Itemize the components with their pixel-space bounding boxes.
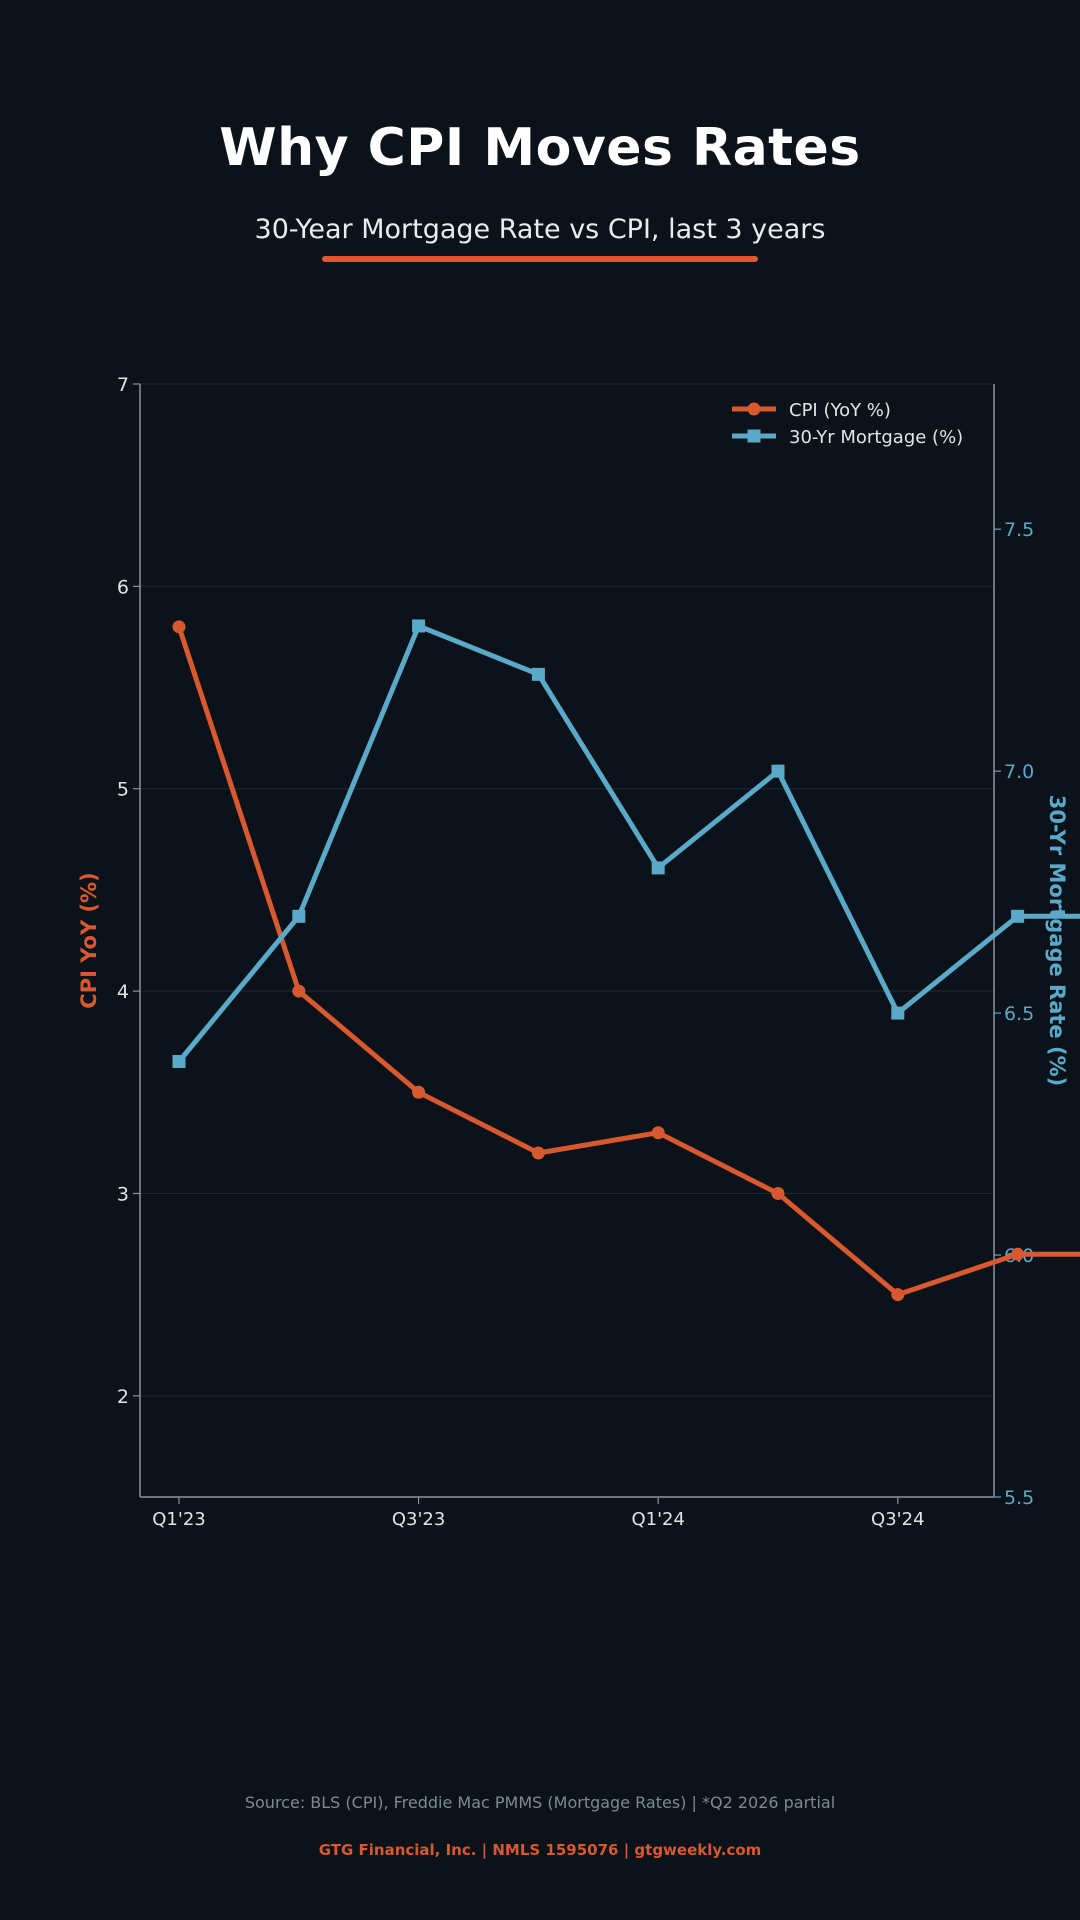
brand-footer: GTG Financial, Inc. | NMLS 1595076 | gtg… xyxy=(318,1841,762,1859)
x-tick-label: Q3'24 xyxy=(871,1509,924,1530)
chart-subtitle: 30-Year Mortgage Rate vs CPI, last 3 yea… xyxy=(254,214,826,245)
mortgage-point xyxy=(292,909,306,923)
legend-cpi-label: CPI (YoY %) xyxy=(789,400,891,421)
x-tick-label: Q1'23 xyxy=(152,1509,205,1530)
mortgage-line xyxy=(176,623,1080,1064)
legend-mortgage-marker xyxy=(747,429,761,443)
cpi-point xyxy=(1011,1247,1025,1261)
mortgage-point xyxy=(412,619,426,633)
source-note: Source: BLS (CPI), Freddie Mac PMMS (Mor… xyxy=(244,1793,836,1812)
left-tick-label: 7 xyxy=(117,374,129,396)
right-tick-label: 7.5 xyxy=(1004,519,1034,541)
right-axis-title: 30-Yr Mortgage Rate (%) xyxy=(1045,795,1069,1086)
chart-title: Why CPI Moves Rates xyxy=(219,118,861,178)
left-tick-label: 4 xyxy=(117,981,129,1003)
cpi-point xyxy=(531,1146,545,1160)
right-tick-label: 7.0 xyxy=(1004,761,1034,783)
left-tick-label: 5 xyxy=(117,779,129,801)
mortgage-point xyxy=(651,861,665,875)
mortgage-point xyxy=(771,764,785,778)
right-tick-label: 6.5 xyxy=(1004,1003,1034,1025)
x-tick-label: Q3'23 xyxy=(392,1509,445,1530)
left-axis-title: CPI YoY (%) xyxy=(77,872,101,1008)
x-tick-label: Q1'24 xyxy=(631,1509,684,1530)
cpi-point xyxy=(172,620,186,634)
legend-cpi-marker xyxy=(747,402,761,416)
mortgage-point xyxy=(1011,909,1025,923)
cpi-point xyxy=(891,1288,905,1302)
left-tick-label: 2 xyxy=(117,1386,129,1408)
mortgage-point xyxy=(172,1054,186,1068)
cpi-point xyxy=(771,1186,785,1200)
left-tick-label: 3 xyxy=(117,1183,129,1205)
legend-mortgage-label: 30-Yr Mortgage (%) xyxy=(789,427,963,448)
mortgage-point xyxy=(891,1006,905,1020)
mortgage-point xyxy=(531,667,545,681)
cpi-line xyxy=(176,624,1080,1298)
cpi-point xyxy=(412,1085,426,1099)
cpi-point xyxy=(651,1126,665,1140)
subtitle-underline xyxy=(322,256,758,262)
cpi-point xyxy=(292,984,306,998)
right-tick-label: 5.5 xyxy=(1004,1487,1034,1509)
left-tick-label: 6 xyxy=(117,576,129,598)
